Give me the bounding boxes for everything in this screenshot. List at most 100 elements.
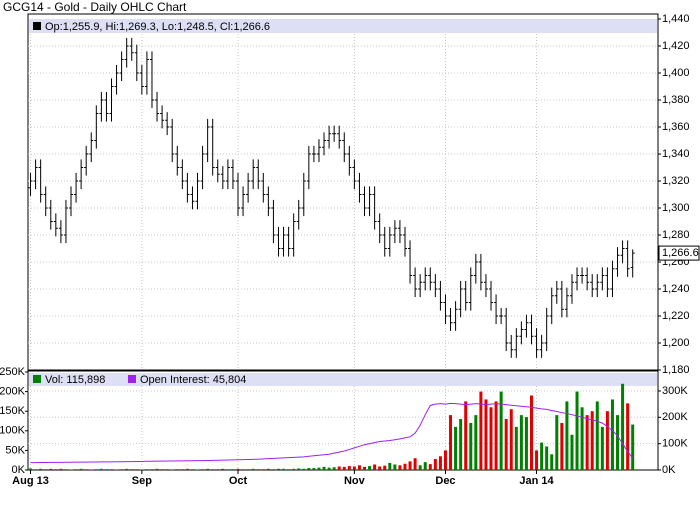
volume-bar xyxy=(388,462,392,470)
ohlc-legend: Op:1,255.9, Hi:1,269.3, Lo:1,248.5, Cl:1… xyxy=(45,21,270,33)
y-tick-label: 1,320 xyxy=(662,175,690,187)
x-tick-label: Jan 14 xyxy=(519,475,554,487)
x-tick-label: Sep xyxy=(132,475,152,487)
volume-bar xyxy=(49,468,53,470)
volume-bar xyxy=(190,469,194,470)
volume-bar xyxy=(580,407,584,470)
chart-title: GCG14 - Gold - Daily OHLC Chart xyxy=(3,0,187,14)
volume-bar xyxy=(155,468,159,470)
volume-bar xyxy=(287,469,291,470)
volume-bar xyxy=(605,411,609,470)
volume-bar xyxy=(529,395,533,470)
volume-bar xyxy=(150,469,154,470)
volume-bar xyxy=(494,401,498,470)
volume-bar xyxy=(84,469,88,470)
volume-bar xyxy=(373,464,377,470)
volume-bar xyxy=(509,409,513,470)
volume-bar xyxy=(631,424,635,470)
volume-bar xyxy=(317,467,321,470)
volume-bar xyxy=(201,469,205,470)
volume-bar xyxy=(312,468,316,470)
volume-bar xyxy=(109,469,113,470)
y-tick-label: 1,280 xyxy=(662,229,690,241)
volume-bar xyxy=(479,391,483,470)
volume-bar xyxy=(474,415,478,470)
volume-bar xyxy=(145,469,149,470)
volume-bar xyxy=(246,469,250,470)
y-tick-label: 1,300 xyxy=(662,202,690,214)
volume-bar xyxy=(524,417,528,470)
volume-bar xyxy=(282,468,286,470)
volume-bar xyxy=(276,468,280,470)
y2-tick-label: 0K xyxy=(662,464,676,476)
volume-bar xyxy=(221,468,225,470)
volume-bar xyxy=(271,469,275,470)
volume-bar xyxy=(322,466,326,470)
volume-bar xyxy=(403,463,407,470)
y-tick-label: 1,340 xyxy=(662,148,690,160)
volume-bar xyxy=(519,415,523,470)
volume-bar xyxy=(79,468,83,470)
y-tick-label: 100K xyxy=(0,425,26,437)
volume-bar xyxy=(337,466,341,470)
volume-bar xyxy=(332,467,336,470)
volume-bar xyxy=(297,468,301,470)
volume-bar xyxy=(175,469,179,470)
volume-bar xyxy=(64,469,68,470)
volume-bar xyxy=(443,450,447,470)
volume-bar xyxy=(307,468,311,470)
volume-bar xyxy=(34,469,38,470)
volume-bar xyxy=(398,465,402,470)
volume-bar xyxy=(206,468,210,470)
y-tick-label: 1,380 xyxy=(662,94,690,106)
x-tick-label: Oct xyxy=(229,475,248,487)
volume-bar xyxy=(555,415,559,470)
volume-bar xyxy=(59,468,63,470)
volume-bar xyxy=(125,468,129,470)
x-tick-label: Dec xyxy=(435,475,455,487)
plot: 1,1801,2001,2201,2401,2601,2801,3001,320… xyxy=(0,13,700,487)
y2-tick-label: 200K xyxy=(662,411,688,423)
volume-bar xyxy=(185,468,189,470)
volume-bar xyxy=(454,426,458,470)
volume-bar xyxy=(231,469,235,470)
volume-bar xyxy=(449,415,453,470)
x-tick-label: Nov xyxy=(344,475,366,487)
y-tick-label: 1,400 xyxy=(662,67,690,79)
volume-bar xyxy=(484,399,488,470)
volume-bar xyxy=(428,464,432,470)
volume-bar xyxy=(565,401,569,470)
volume-bar xyxy=(292,468,296,470)
last-price-box xyxy=(658,245,700,261)
volume-bar xyxy=(418,465,422,470)
volume-bar xyxy=(130,469,134,470)
volume-bar xyxy=(160,469,164,470)
y-tick-label: 0K xyxy=(12,464,26,476)
y-tick-label: 1,220 xyxy=(662,310,690,322)
volume-bar xyxy=(459,419,463,470)
x-tick-label: Aug 13 xyxy=(12,475,49,487)
volume-bar xyxy=(570,434,574,470)
volume-bar xyxy=(590,411,594,470)
volume-bar xyxy=(216,469,220,470)
volume-bar xyxy=(575,391,579,470)
volume-bar xyxy=(44,469,48,470)
volume-bar xyxy=(535,450,539,470)
volume-bar xyxy=(266,468,270,470)
volume-bar xyxy=(545,446,549,470)
legend-strip xyxy=(29,19,657,33)
volume-bar xyxy=(621,383,625,470)
volume-bar xyxy=(378,466,382,470)
volume-bar xyxy=(261,469,265,470)
volume-bar xyxy=(99,468,103,470)
volume-bar xyxy=(550,454,554,470)
volume-bar xyxy=(251,468,255,470)
volume-bar xyxy=(54,469,58,470)
price-frame xyxy=(27,13,659,371)
volume-bar xyxy=(39,468,43,470)
volume-bar xyxy=(357,465,361,470)
y-tick-label: 1,420 xyxy=(662,40,690,52)
volume-bar xyxy=(585,415,589,470)
volume-bar xyxy=(560,422,564,470)
volume-bar xyxy=(180,469,184,470)
